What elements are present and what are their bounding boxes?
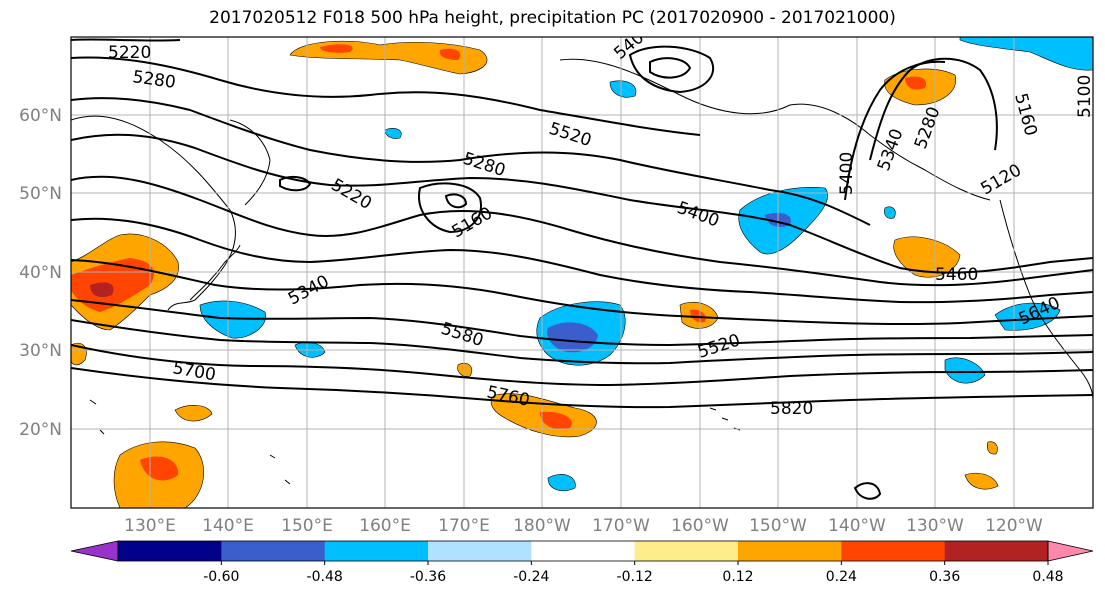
colorbar-extend-high <box>1047 540 1094 562</box>
japan-coastline <box>189 244 241 301</box>
contour-label: 5220 <box>108 43 151 63</box>
map-title: 2017020512 F018 500 hPa height, precipit… <box>209 8 896 28</box>
lon-label: 170°W <box>592 516 650 536</box>
lon-label: 180°W <box>513 516 571 536</box>
height-contours <box>71 38 1093 500</box>
kamchatka-coastline <box>229 119 271 206</box>
colorbar-tick-label: 0.36 <box>929 569 960 585</box>
precip-patch <box>71 342 87 366</box>
precip-patch <box>174 405 213 422</box>
precip-patch <box>959 37 1093 71</box>
height-contour <box>869 57 998 161</box>
precip-patch <box>547 474 576 491</box>
colorbar-segment <box>324 541 429 561</box>
lon-label: 130°E <box>124 516 176 536</box>
alaska-coastline <box>559 58 991 201</box>
precip-patch <box>320 44 353 53</box>
pacific-islands <box>89 399 291 485</box>
precip-patch <box>986 441 998 455</box>
lat-label: 40°N <box>19 263 62 283</box>
latitude-labels: 60°N 50°N 40°N 30°N 20°N <box>19 106 62 440</box>
graticule <box>71 37 1093 508</box>
colorbar-segments <box>70 540 1094 562</box>
precip-patch <box>609 80 637 98</box>
contour-label: 5820 <box>770 399 813 419</box>
lon-label: 160°W <box>671 516 729 536</box>
precip-patch <box>964 472 999 490</box>
lat-label: 30°N <box>19 341 62 361</box>
map-frame <box>70 36 1094 509</box>
precip-patch <box>547 322 598 353</box>
lat-label: 60°N <box>19 106 62 126</box>
precip-patch <box>690 309 706 323</box>
precip-patch <box>884 206 896 219</box>
lon-label: 160°E <box>359 516 411 536</box>
height-contour <box>444 193 468 209</box>
colorbar-tick-label: -0.60 <box>203 569 239 585</box>
height-contour <box>279 175 312 192</box>
precip-patch <box>90 282 114 298</box>
precip-patch <box>199 300 267 339</box>
height-contour <box>71 217 1093 304</box>
colorbar-segment <box>634 541 739 561</box>
colorbar-tick-label: 0.24 <box>826 569 857 585</box>
height-contour <box>71 299 1093 347</box>
height-contour <box>71 175 1093 287</box>
height-contour <box>844 60 946 201</box>
lon-label: 150°W <box>749 516 807 536</box>
contour-label: 5400 <box>837 152 857 195</box>
precip-patch <box>905 76 927 90</box>
longitude-labels: 130°E 140°E 150°E 160°E 170°E 180°W 170°… <box>124 516 1043 536</box>
height-contour <box>71 344 1093 387</box>
height-contour <box>649 57 692 79</box>
colorbar-segment <box>738 541 842 561</box>
precip-patch <box>384 128 402 139</box>
lon-label: 130°W <box>906 516 964 536</box>
colorbar-extend-low <box>70 540 119 562</box>
colorbar-tick-label: 0.12 <box>722 569 753 585</box>
precip-patch <box>994 302 1061 331</box>
precip-patch <box>540 411 572 430</box>
lat-label: 50°N <box>19 184 62 204</box>
height-contour <box>71 319 1093 365</box>
lon-label: 140°W <box>828 516 886 536</box>
asia-coastline <box>71 115 236 311</box>
height-contour <box>71 56 701 136</box>
colorbar-segment <box>531 541 636 561</box>
colorbar-tick-label: -0.24 <box>513 569 549 585</box>
height-contour <box>418 182 482 234</box>
precip-patch <box>457 362 473 377</box>
colorbar-segment <box>944 541 1049 561</box>
lat-label: 20°N <box>19 420 62 440</box>
colorbar-segment <box>428 541 532 561</box>
lon-label: 170°E <box>438 516 490 536</box>
colorbar-tick-label: -0.12 <box>617 569 653 585</box>
colorbar-segment <box>118 541 222 561</box>
precip-patch <box>439 48 461 60</box>
coastlines <box>71 58 1093 485</box>
colorbar-segment <box>841 541 946 561</box>
colorbar-tick-label: -0.36 <box>410 569 446 585</box>
colorbar-segment <box>221 541 326 561</box>
contour-label: 5100 <box>1075 75 1095 118</box>
height-contour <box>71 259 1093 326</box>
lon-label: 140°E <box>202 516 254 536</box>
colorbar-outline <box>117 540 1049 562</box>
height-contour <box>71 367 1093 409</box>
height-contour <box>71 97 871 226</box>
height-contour <box>628 45 715 94</box>
colorbar-ticks: -0.60 -0.48 -0.36 -0.24 -0.12 0.12 0.24 0.36 0.4… <box>203 561 1064 585</box>
contour-label: 5460 <box>935 265 978 285</box>
lon-label: 150°E <box>281 516 333 536</box>
lon-label: 120°W <box>985 516 1043 536</box>
height-contour <box>71 133 1093 274</box>
height-contour <box>853 482 882 500</box>
colorbar-tick-label: 0.48 <box>1032 569 1063 585</box>
precip-patch <box>944 357 986 384</box>
height-contour <box>71 38 181 42</box>
colorbar-tick-label: -0.48 <box>307 569 343 585</box>
